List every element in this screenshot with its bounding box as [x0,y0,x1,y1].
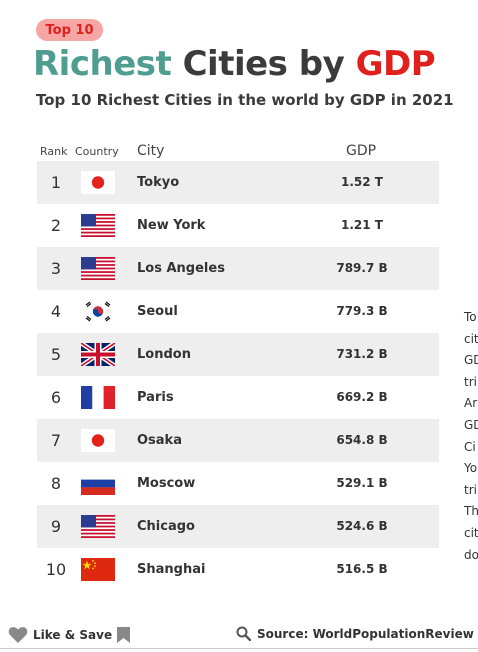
gdp-cell: 516.5 B [336,562,388,576]
gdp-cell: 779.3 B [336,304,388,318]
side-text-line: do [464,547,478,562]
gdp-cell: 529.1 B [336,476,388,490]
city-cell: Moscow [137,476,196,491]
gdp-cell: 731.2 B [336,347,388,361]
search-icon [236,626,251,641]
table-row: 8 Moscow 529.1 B [37,462,439,505]
france-flag-icon [81,386,115,409]
table-row: 3 Los Angeles 789.7 B [37,247,439,290]
rank-cell: 5 [50,345,62,364]
rank-cell: 10 [45,560,67,579]
rank-cell: 6 [50,388,62,407]
gdp-cell: 524.6 B [336,519,388,533]
rank-cell: 7 [50,431,62,450]
table-body: 1 Tokyo 1.52 T 2 New York 1.21 T 3 Los Angeles 7… [37,161,439,591]
uk-flag-icon [81,343,115,366]
header-rank: Rank [40,145,68,158]
rank-cell: 4 [50,302,62,321]
rank-cell: 1 [50,173,62,192]
city-cell: Tokyo [137,175,180,190]
table-row: 7 Osaka 654.8 B [37,419,439,462]
header-country: Country [75,145,119,158]
source-label: Source: WorldPopulationReview [257,626,474,641]
rank-cell: 3 [50,259,62,278]
like-save-group[interactable]: Like & Save [8,626,131,644]
city-cell: Osaka [137,433,182,448]
city-cell: Chicago [137,519,195,534]
gdp-cell: 654.8 B [336,433,388,447]
city-cell: Seoul [137,304,178,319]
south-korea-flag-icon [81,300,115,323]
usa-flag-icon [81,257,115,280]
japan-flag-icon [81,429,115,452]
side-text-line: tri [464,482,477,497]
table-row: 6 Paris 669.2 B [37,376,439,419]
rank-cell: 9 [50,517,62,536]
side-text-fragment: To cit GD tri Ar GD Ci Yo tri Th cit do [464,307,478,566]
japan-flag-icon [81,171,115,194]
bottom-divider [0,648,478,649]
top10-badge: Top 10 [36,19,103,41]
table-row: 4 Seoul 779.3 B [37,290,439,333]
header-gdp: GDP [346,143,377,159]
city-cell: Los Angeles [137,261,225,276]
city-cell: London [137,347,191,362]
side-text-line: Ci [464,439,476,454]
table-header: Rank Country City GDP [0,143,478,161]
side-text-line: To [464,310,477,324]
like-save-label[interactable]: Like & Save [33,628,113,642]
table-row: 1 Tokyo 1.52 T [37,161,439,204]
side-text-line: Ar [464,396,478,411]
footer: Like & Save Source: WorldPopulationRevie… [0,626,478,646]
source-group: Source: WorldPopulationReview [236,626,474,641]
table-row: 9 Chicago 524.6 B [37,505,439,548]
bookmark-icon[interactable] [117,627,131,643]
table-row: 5 London 731.2 B [37,333,439,376]
russia-flag-icon [81,472,115,495]
title-word-cities-by: Cities by [182,44,345,84]
gdp-cell: 669.2 B [336,390,388,404]
title-word-gdp: GDP [355,44,436,84]
rank-cell: 2 [50,216,62,235]
rank-cell: 8 [50,474,62,493]
title-word-richest: Richest [33,44,172,84]
gdp-cell: 1.52 T [341,175,383,189]
city-cell: Shanghai [137,562,206,577]
city-cell: Paris [137,390,174,405]
side-text-line: GD [464,353,478,368]
subtitle: Top 10 Richest Cities in the world by GD… [36,91,454,109]
city-cell: New York [137,218,206,233]
usa-flag-icon [81,214,115,237]
side-text-line: tri [464,374,477,389]
side-text-line: Th [464,504,478,519]
table-row: 2 New York 1.21 T [37,204,439,247]
gdp-cell: 789.7 B [336,261,388,275]
usa-flag-icon [81,515,115,538]
heart-icon[interactable] [8,626,28,644]
side-text-line: cit [464,525,478,540]
table-row: 10 Shanghai 516.5 B [37,548,439,591]
header-city: City [137,143,165,159]
gdp-cell: 1.21 T [341,218,383,232]
side-text-line: GD [464,417,478,432]
china-flag-icon [81,558,115,581]
page-title: Richest Cities by GDP [33,44,436,84]
side-text-line: cit [464,331,478,346]
side-text-line: Yo [464,461,478,476]
